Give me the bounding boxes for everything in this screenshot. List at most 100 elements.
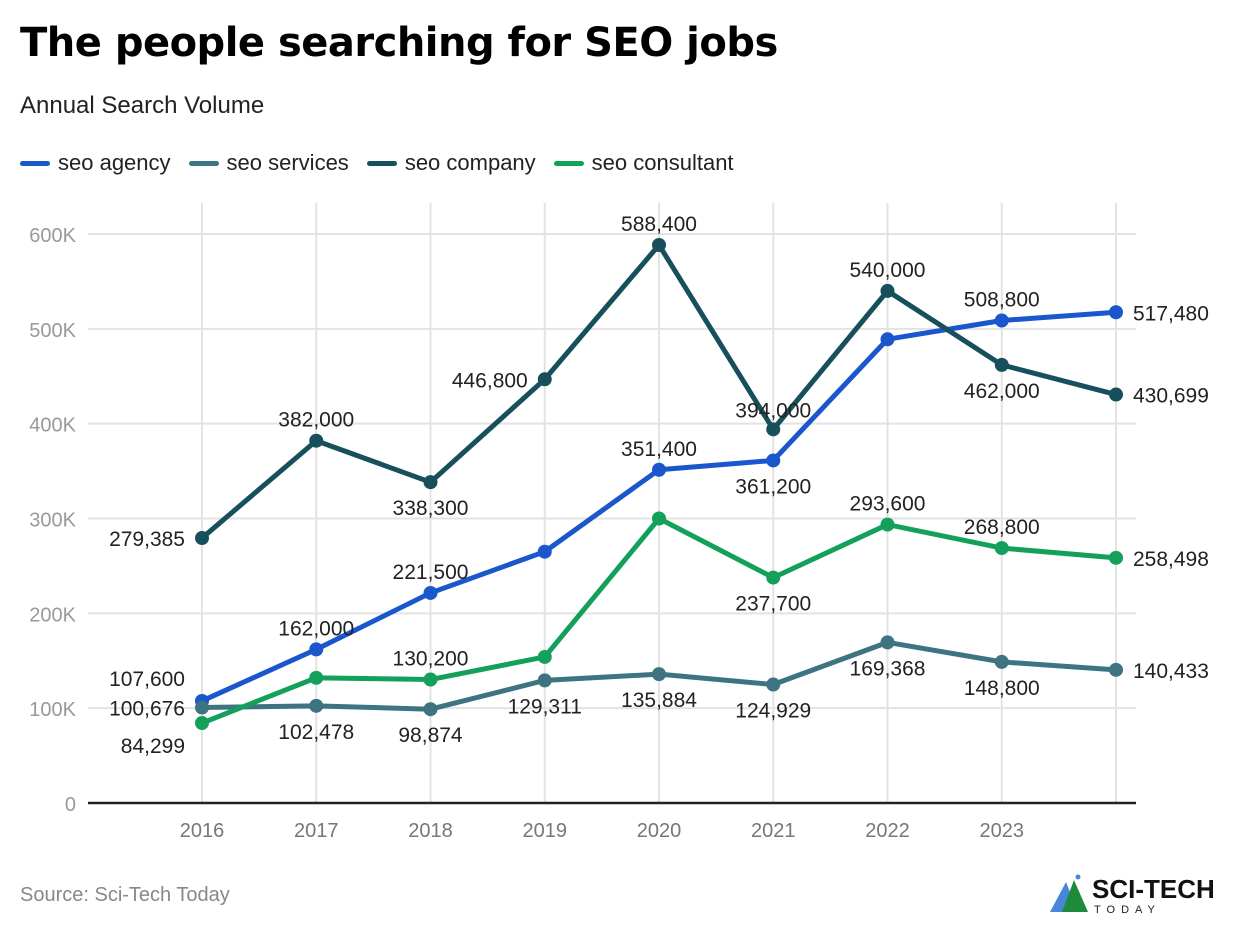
data-label: 162,000	[278, 617, 354, 640]
data-label: 129,311	[508, 695, 582, 718]
data-label: 221,500	[393, 561, 469, 584]
data-point	[766, 453, 781, 468]
data-point	[994, 654, 1009, 669]
x-tick-label: 2018	[408, 820, 453, 842]
x-tick-label: 2023	[980, 820, 1025, 842]
data-label: 351,400	[621, 438, 697, 461]
data-point	[195, 531, 209, 546]
svg-text:SCI-TECH: SCI-TECH	[1092, 874, 1215, 904]
data-label: 540,000	[850, 259, 926, 282]
data-point	[766, 677, 781, 692]
data-label: 293,600	[850, 493, 926, 516]
y-tick-label: 0	[65, 794, 76, 816]
data-point	[652, 238, 666, 253]
data-label: 84,299	[121, 735, 185, 758]
legend-label: seo consultant	[591, 150, 734, 175]
data-label: 237,700	[735, 593, 811, 616]
data-point	[309, 670, 324, 685]
y-tick-label: 300K	[29, 510, 76, 532]
data-point	[1109, 305, 1123, 320]
legend: seo agency seo services seo company seo con…	[20, 150, 734, 176]
data-point	[652, 462, 666, 477]
y-tick-label: 200K	[29, 604, 76, 626]
legend-item: seo services	[188, 150, 349, 176]
data-point	[423, 585, 438, 600]
legend-label: seo company	[404, 150, 536, 175]
y-tick-label: 600K	[29, 225, 76, 247]
data-label: 130,200	[393, 648, 469, 671]
chart-title: The people searching for SEO jobs	[20, 20, 778, 66]
data-point	[537, 673, 552, 688]
data-point	[880, 517, 895, 532]
data-point	[423, 672, 438, 687]
legend-item: seo consultant	[553, 150, 734, 176]
data-label: 258,498	[1133, 548, 1209, 571]
data-label: 462,000	[964, 380, 1040, 403]
data-point	[195, 716, 209, 731]
data-point	[309, 433, 324, 448]
data-point	[309, 698, 324, 713]
chart-subtitle: Annual Search Volume	[20, 92, 265, 119]
legend-swatch	[188, 160, 219, 166]
data-label: 102,478	[278, 721, 354, 744]
x-tick-label: 2020	[637, 820, 682, 842]
legend-swatch	[20, 160, 50, 166]
legend-item: seo agency	[20, 150, 171, 176]
data-point	[766, 570, 781, 585]
y-tick-label: 500K	[29, 320, 76, 342]
data-point	[766, 422, 781, 437]
data-label: 100,676	[109, 698, 185, 721]
data-label: 98,874	[398, 724, 463, 747]
data-point	[880, 332, 895, 347]
data-label: 508,800	[964, 288, 1040, 311]
data-point	[880, 635, 895, 650]
data-label: 446,800	[452, 369, 528, 392]
data-label: 135,884	[621, 689, 697, 712]
x-tick-label: 2017	[294, 820, 339, 842]
data-point	[994, 541, 1009, 556]
data-label: 382,000	[278, 409, 354, 432]
data-label: 169,368	[850, 657, 926, 680]
data-point	[423, 475, 438, 490]
legend-swatch	[366, 160, 397, 166]
data-point	[994, 313, 1009, 328]
line-chart: 0 100K 200K 300K 400K 500K 600K 2016 2017 2018 201…	[29, 203, 1209, 842]
x-tick-label: 2022	[865, 820, 910, 842]
data-label: 517,480	[1133, 302, 1209, 325]
y-tick-label: 100K	[29, 699, 76, 721]
data-point	[652, 511, 666, 526]
data-label: 394,000	[735, 399, 811, 422]
data-point	[994, 357, 1009, 372]
x-tick-label: 2019	[523, 820, 568, 842]
data-label: 588,400	[621, 213, 697, 236]
legend-label: seo agency	[58, 150, 171, 175]
data-label: 430,699	[1133, 385, 1209, 408]
data-label: 361,200	[735, 475, 811, 498]
data-label: 140,433	[1133, 660, 1209, 683]
legend-label: seo services	[226, 150, 349, 175]
data-point	[195, 700, 209, 715]
legend-swatch	[553, 160, 584, 166]
y-tick-label: 400K	[29, 415, 76, 437]
data-point	[880, 283, 895, 298]
x-tick-label: 2016	[180, 820, 225, 842]
data-point	[537, 372, 552, 387]
legend-item: seo company	[366, 150, 536, 176]
data-label: 107,600	[109, 668, 185, 691]
data-point	[1109, 662, 1123, 677]
data-label: 338,300	[393, 497, 469, 520]
data-label: 268,800	[964, 516, 1040, 539]
svg-text:TODAY: TODAY	[1094, 904, 1161, 916]
data-point	[309, 642, 324, 657]
data-point	[537, 544, 552, 559]
source-note: Source: Sci-Tech Today	[20, 884, 230, 906]
data-label: 124,929	[735, 700, 811, 723]
data-label: 279,385	[109, 528, 185, 551]
data-label: 148,800	[964, 677, 1040, 700]
data-point	[1109, 550, 1123, 565]
sci-tech-logo: SCI-TECH TODAY	[1048, 872, 1228, 922]
data-point	[652, 667, 666, 682]
data-point	[423, 702, 438, 717]
data-point	[537, 649, 552, 664]
